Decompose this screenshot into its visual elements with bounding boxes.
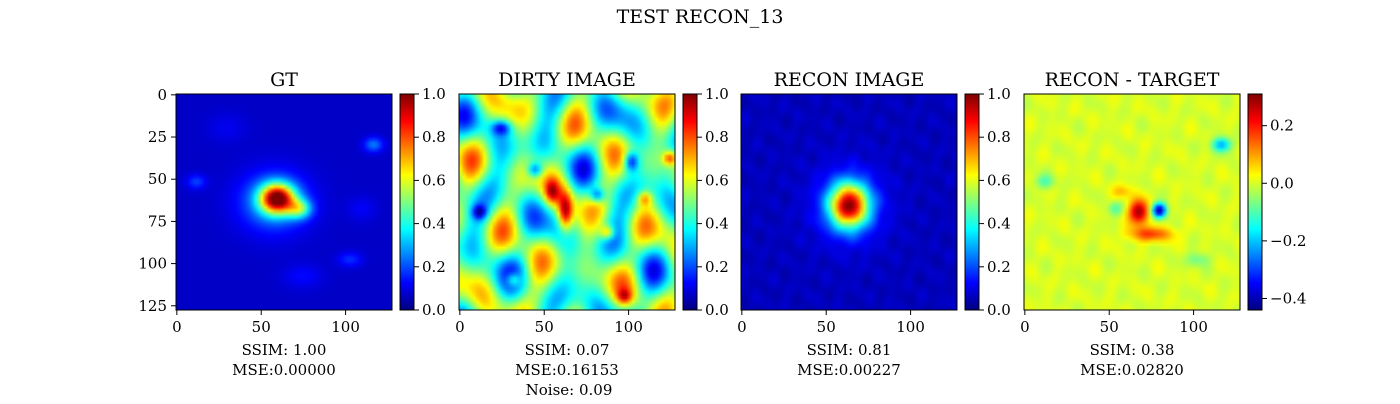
metric-label: SSIM: 1.00 xyxy=(242,341,327,359)
colorbar-tick-label: 0.4 xyxy=(987,215,1011,233)
metric-label: MSE:0.02820 xyxy=(1080,361,1184,379)
y-tick-label: 75 xyxy=(148,212,167,230)
x-tick-label: 50 xyxy=(1100,318,1119,336)
colorbar-tick-label: −0.2 xyxy=(1270,232,1306,250)
colorbar-tick-label: 0.2 xyxy=(705,258,729,276)
heatmap-image xyxy=(741,94,957,310)
panel-title: RECON IMAGE xyxy=(774,69,925,91)
panel-3: RECON IMAGE 0 50 100 0.0 0.2 0.4 0.6 0.8 1.0 SSIM:… xyxy=(737,69,1011,379)
colorbar-tick-label: 0.8 xyxy=(987,128,1011,146)
y-tick-label: 100 xyxy=(138,255,167,273)
colorbar-tick-label: 0.2 xyxy=(422,258,446,276)
y-tick-label: 50 xyxy=(148,170,167,188)
panel-2: DIRTY IMAGE 0 50 100 0.0 0.2 0.4 0.6 0.8 1.0 SSIM:… xyxy=(455,69,729,399)
colorbar-tick-label: 0.0 xyxy=(705,301,729,319)
metric-label: SSIM: 0.07 xyxy=(525,341,610,359)
x-tick-label: 100 xyxy=(896,318,925,336)
colorbar-tick-label: 1.0 xyxy=(987,85,1011,103)
y-tick-label: 0 xyxy=(157,86,167,104)
colorbar-tick-label: −0.4 xyxy=(1270,289,1306,307)
x-tick-label: 100 xyxy=(331,318,360,336)
metric-label: MSE:0.16153 xyxy=(515,361,619,379)
colorbar-tick-label: 0.0 xyxy=(1270,174,1294,192)
colorbar-tick-label: 1.0 xyxy=(705,85,729,103)
heatmap-image xyxy=(459,94,675,310)
x-tick-label: 0 xyxy=(1020,318,1030,336)
x-tick-label: 50 xyxy=(817,318,836,336)
panel-title: RECON - TARGET xyxy=(1045,69,1220,91)
x-tick-label: 100 xyxy=(614,318,643,336)
colorbar-tick-label: 0.8 xyxy=(422,128,446,146)
panel-4: RECON - TARGET 0 50 100 0.2 0.0 −0.2 −0.4 SSIM: … xyxy=(1020,69,1306,379)
x-tick-label: 0 xyxy=(172,318,182,336)
axes-frame xyxy=(1023,93,1241,311)
metric-label: SSIM: 0.81 xyxy=(807,341,892,359)
colorbar-tick-label: 0.0 xyxy=(422,301,446,319)
panel-title: GT xyxy=(270,69,298,91)
x-tick-label: 50 xyxy=(535,318,554,336)
colorbar-tick-label: 0.2 xyxy=(1270,117,1294,135)
x-tick-label: 0 xyxy=(737,318,747,336)
metric-label: SSIM: 0.38 xyxy=(1090,341,1175,359)
figure-title: TEST RECON_13 xyxy=(617,6,784,28)
colorbar xyxy=(1247,93,1263,311)
x-tick-label: 0 xyxy=(455,318,465,336)
panel-1: GT 0 50 100 0 25 50 75 100 125 0.0 0.2 0.4 0.6 0.8 1.0 S… xyxy=(138,69,446,379)
metric-label: MSE:0.00000 xyxy=(232,361,336,379)
axes-frame xyxy=(175,93,393,311)
axes-frame xyxy=(740,93,958,311)
metric-label: MSE:0.00227 xyxy=(797,361,901,379)
colorbar-tick-label: 0.6 xyxy=(705,171,729,189)
heatmap-image xyxy=(176,94,392,310)
y-tick-label: 25 xyxy=(148,128,167,146)
colorbar-tick-label: 0.8 xyxy=(705,128,729,146)
metric-label: Noise: 0.09 xyxy=(526,381,613,399)
axes-frame xyxy=(458,93,676,311)
x-tick-label: 50 xyxy=(252,318,271,336)
colorbar-tick-label: 0.4 xyxy=(422,215,446,233)
colorbar-tick-label: 0.6 xyxy=(422,171,446,189)
colorbar xyxy=(682,93,698,311)
colorbar-tick-label: 0.4 xyxy=(705,215,729,233)
colorbar-tick-label: 0.2 xyxy=(987,258,1011,276)
colorbar-tick-label: 0.6 xyxy=(987,171,1011,189)
panel-title: DIRTY IMAGE xyxy=(498,69,636,91)
colorbar xyxy=(399,93,415,311)
colorbar-tick-label: 0.0 xyxy=(987,301,1011,319)
colorbar xyxy=(964,93,980,311)
colorbar-tick-label: 1.0 xyxy=(422,85,446,103)
heatmap-image xyxy=(1024,94,1240,310)
y-tick-label: 125 xyxy=(138,297,167,315)
x-tick-label: 100 xyxy=(1179,318,1208,336)
